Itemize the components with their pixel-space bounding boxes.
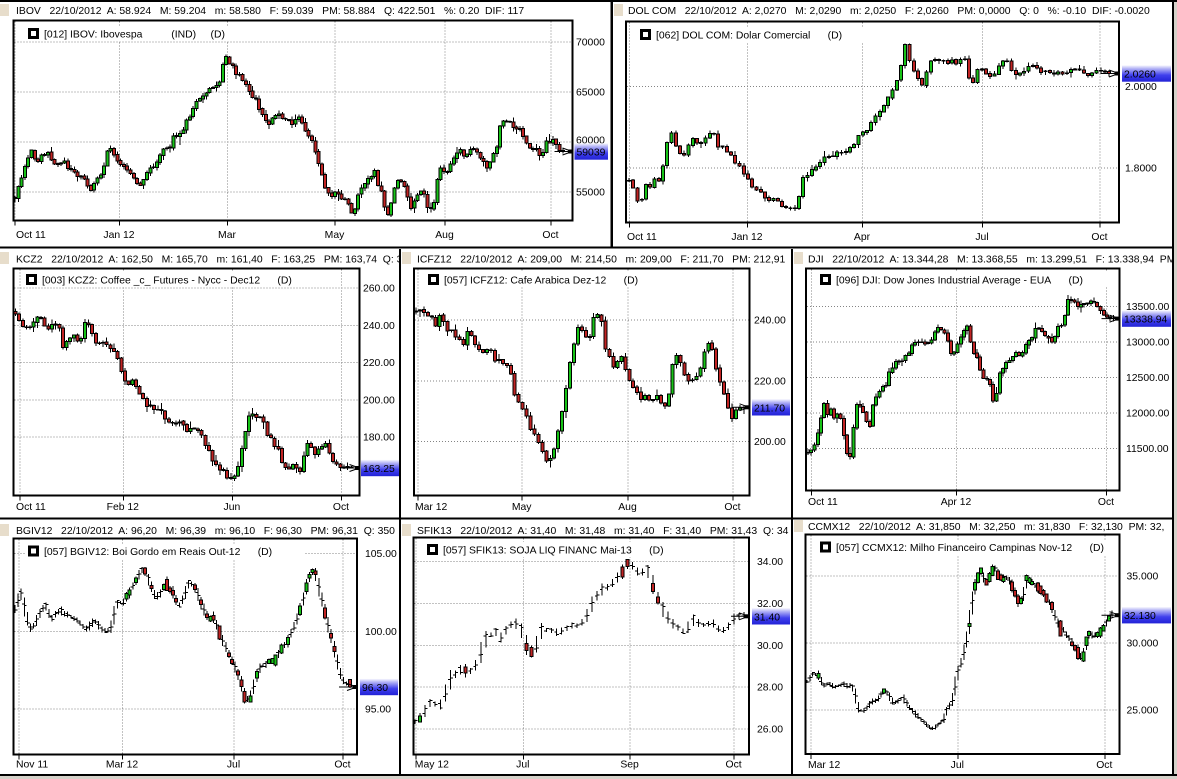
svg-text:Jan 12: Jan 12 (731, 232, 762, 243)
svg-text:Oct: Oct (1098, 497, 1114, 508)
svg-text:211.70: 211.70 (754, 403, 785, 414)
svg-text:30.00: 30.00 (757, 641, 783, 652)
svg-text:200.00: 200.00 (363, 395, 395, 406)
svg-text:28.00: 28.00 (757, 683, 783, 694)
svg-text:200.00: 200.00 (754, 437, 786, 448)
svg-text:31.40: 31.40 (754, 612, 780, 623)
svg-text:Oct: Oct (1091, 232, 1107, 243)
svg-text:11500.00: 11500.00 (1126, 444, 1169, 455)
svg-text:260.00: 260.00 (363, 284, 395, 295)
svg-text:Mar 12: Mar 12 (106, 760, 139, 771)
svg-text:[003] KCZ2: Coffee _c_ Futures: [003] KCZ2: Coffee _c_ Futures - Nycc - … (42, 276, 292, 287)
svg-text:26.00: 26.00 (757, 725, 783, 736)
svg-text:Oct: Oct (724, 502, 740, 513)
svg-text:[062] DOL COM: Dolar Comercial: [062] DOL COM: Dolar Comercial (D) (656, 31, 842, 42)
svg-text:220.00: 220.00 (754, 376, 786, 387)
svg-text:220.00: 220.00 (363, 358, 395, 369)
svg-text:Oct 11: Oct 11 (16, 502, 46, 513)
svg-text:Jun: Jun (224, 502, 241, 513)
svg-text:240.00: 240.00 (754, 316, 786, 327)
svg-text:Oct: Oct (1096, 760, 1112, 771)
svg-text:[096] DJI: Dow Jones Industria: [096] DJI: Dow Jones Industrial Average … (836, 276, 1083, 287)
svg-text:13338.94: 13338.94 (1124, 315, 1168, 326)
svg-text:100.00: 100.00 (365, 627, 397, 638)
svg-text:Oct 11: Oct 11 (627, 232, 657, 243)
svg-text:32.00: 32.00 (757, 599, 783, 610)
svg-text:Mar 12: Mar 12 (415, 502, 448, 513)
svg-text:[057] BGIV12: Boi Gordo em Rea: [057] BGIV12: Boi Gordo em Reais Out-12 … (44, 547, 272, 558)
svg-text:13000.00: 13000.00 (1126, 338, 1170, 349)
svg-text:Mar: Mar (218, 230, 236, 241)
svg-text:May: May (512, 502, 532, 513)
svg-text:[057] ICFZ12: Cafe Arabica Dez: [057] ICFZ12: Cafe Arabica Dez-12 (D) (444, 276, 638, 287)
svg-text:35.000: 35.000 (1127, 572, 1159, 583)
svg-text:Jul: Jul (975, 232, 988, 243)
svg-text:May 12: May 12 (415, 760, 449, 771)
svg-text:Nov 11: Nov 11 (16, 760, 48, 771)
svg-text:Oct 11: Oct 11 (16, 230, 46, 241)
svg-text:Apr 12: Apr 12 (941, 497, 972, 508)
svg-text:Aug: Aug (618, 502, 637, 513)
svg-text:ICFZ12 22/10/2012 A: 209,00: ICFZ12 22/10/2012 A: 209,00 M: 214,50 m:… (417, 255, 786, 266)
svg-text:163.25: 163.25 (363, 464, 395, 475)
svg-text:SFIK13 22/10/2012 A: 31,40: SFIK13 22/10/2012 A: 31,40 M: 31,48 m: 3… (417, 526, 789, 537)
svg-text:96.30: 96.30 (362, 683, 388, 694)
svg-text:2.0000: 2.0000 (1125, 82, 1157, 93)
svg-text:[057] CCMX12: Milho Financeiro: [057] CCMX12: Milho Financeiro Campinas … (836, 543, 1104, 554)
svg-text:59039: 59039 (577, 148, 606, 159)
svg-text:180.00: 180.00 (363, 433, 395, 444)
svg-text:BGIV12 22/10/2012 A: 96,20: BGIV12 22/10/2012 A: 96,20 M: 96,39 m: 9… (16, 526, 395, 537)
svg-text:Jan 12: Jan 12 (103, 230, 134, 241)
svg-text:Feb 12: Feb 12 (107, 502, 140, 513)
svg-text:240.00: 240.00 (363, 321, 395, 332)
svg-text:Jul: Jul (227, 760, 240, 771)
svg-text:IBOV 22/10/2012 A: 58.924: IBOV 22/10/2012 A: 58.924 M: 59.204 m: 5… (16, 6, 524, 17)
svg-text:Apr: Apr (854, 232, 871, 243)
svg-text:Jul: Jul (516, 760, 529, 771)
svg-text:Jul: Jul (951, 760, 964, 771)
svg-text:DOL COM 22/10/2012 A: 2,027: DOL COM 22/10/2012 A: 2,0270 M: 2,0290 m… (628, 6, 1150, 17)
svg-text:Oct: Oct (542, 230, 558, 241)
svg-text:DJI 22/10/2012 A: 13.344,28: DJI 22/10/2012 A: 13.344,28 M: 13.368,55… (808, 255, 1175, 266)
svg-text:Mar 12: Mar 12 (808, 760, 841, 771)
svg-text:13500.00: 13500.00 (1126, 302, 1170, 313)
svg-text:12000.00: 12000.00 (1126, 409, 1170, 420)
svg-text:105.00: 105.00 (365, 549, 397, 560)
svg-text:95.00: 95.00 (365, 705, 391, 716)
svg-text:34.00: 34.00 (757, 557, 783, 568)
svg-text:Aug: Aug (435, 230, 454, 241)
svg-text:Oct 11: Oct 11 (808, 497, 838, 508)
svg-text:[012] IBOV: Ibovespa: [012] IBOV: Ibovespa (IND) (D) (44, 30, 225, 41)
svg-text:KCZ2 22/10/2012 A: 162,50: KCZ2 22/10/2012 A: 162,50 M: 165,70 m: 1… (16, 255, 408, 266)
svg-text:65000: 65000 (576, 88, 605, 99)
svg-text:Oct: Oct (726, 760, 742, 771)
svg-text:2.0260: 2.0260 (1124, 70, 1156, 81)
svg-text:Sep: Sep (620, 760, 639, 771)
svg-text:32.130: 32.130 (1124, 611, 1156, 622)
svg-text:1.8000: 1.8000 (1125, 164, 1157, 175)
svg-text:Oct: Oct (333, 502, 349, 513)
svg-text:25.000: 25.000 (1127, 706, 1159, 717)
svg-text:[057] SFIK13: SOJA LIQ FINANC: [057] SFIK13: SOJA LIQ FINANC Mai-13 (D) (443, 546, 664, 557)
svg-text:12500.00: 12500.00 (1126, 373, 1170, 384)
svg-text:55000: 55000 (576, 188, 605, 199)
svg-text:CCMX12 22/10/2012 A: 31,850: CCMX12 22/10/2012 A: 31,850 M: 32,250 m:… (808, 522, 1164, 533)
svg-text:60000: 60000 (576, 136, 605, 147)
svg-text:Oct: Oct (334, 760, 350, 771)
svg-text:70000: 70000 (576, 38, 605, 49)
svg-text:30.000: 30.000 (1127, 639, 1159, 650)
svg-text:May: May (325, 230, 345, 241)
